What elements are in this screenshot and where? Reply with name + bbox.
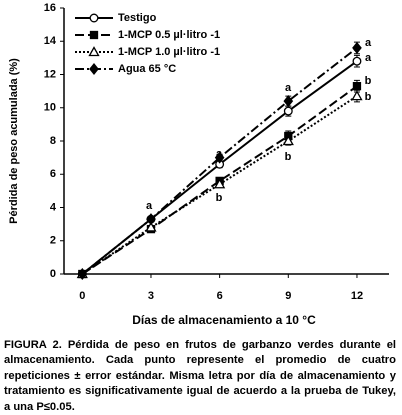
marker <box>214 178 226 189</box>
marker <box>283 95 294 108</box>
annotation: b <box>365 91 372 103</box>
y-tick-label: 6 <box>50 168 56 180</box>
y-axis-label: Pérdida de peso acumulada (%) <box>8 58 20 224</box>
y-tick-label: 12 <box>44 68 56 80</box>
marker <box>145 221 157 232</box>
y-tick-label: 4 <box>50 201 57 213</box>
caption-label: FIGURA 2. <box>4 339 62 351</box>
y-tick-label: 10 <box>44 102 56 114</box>
legend-label: Testigo <box>118 12 157 24</box>
legend-label: Agua 65 °C <box>118 63 176 75</box>
legend-label: 1-MCP 0.5 µl·litro -1 <box>118 29 220 41</box>
marker <box>89 30 99 40</box>
annotation: b <box>285 151 292 163</box>
y-tick-label: 14 <box>44 35 57 47</box>
annotation: b <box>365 75 372 87</box>
caption-text: Pérdida de peso en frutos de garbanzo ve… <box>4 339 397 413</box>
x-tick-label: 12 <box>351 290 363 302</box>
annotation: a <box>285 82 292 94</box>
x-tick-label: 0 <box>79 290 85 302</box>
marker <box>77 267 88 281</box>
x-tick-label: 6 <box>217 290 223 302</box>
marker <box>214 151 225 164</box>
chart: Pérdida de peso acumulada (%) Días de al… <box>8 2 389 327</box>
marker <box>352 41 362 54</box>
marker <box>146 213 156 226</box>
x-tick-label: 9 <box>285 290 291 302</box>
legend-label: 1-MCP 1.0 µl·litro -1 <box>118 46 220 58</box>
annotation: b <box>216 192 223 204</box>
annotation: a <box>365 52 372 64</box>
marker <box>352 56 362 66</box>
y-tick-label: 0 <box>50 268 56 280</box>
annotation: a <box>216 148 223 160</box>
marker <box>283 106 293 116</box>
marker <box>89 13 99 23</box>
annotation: a <box>146 200 153 212</box>
x-tick-label: 3 <box>148 290 154 302</box>
series-line <box>81 47 358 275</box>
x-axis-label: Días de almacenamiento a 10 °C <box>132 313 316 327</box>
y-tick-label: 2 <box>50 235 56 247</box>
y-tick-label: 16 <box>44 2 56 14</box>
marker <box>89 62 99 76</box>
annotation: a <box>365 37 372 49</box>
marker <box>282 135 294 146</box>
marker <box>88 46 100 57</box>
series-line <box>81 85 358 275</box>
marker <box>351 90 363 101</box>
caption: FIGURA 2. Pérdida de peso en frutos de g… <box>4 338 396 415</box>
marker <box>352 81 362 91</box>
y-tick-label: 8 <box>50 135 56 147</box>
